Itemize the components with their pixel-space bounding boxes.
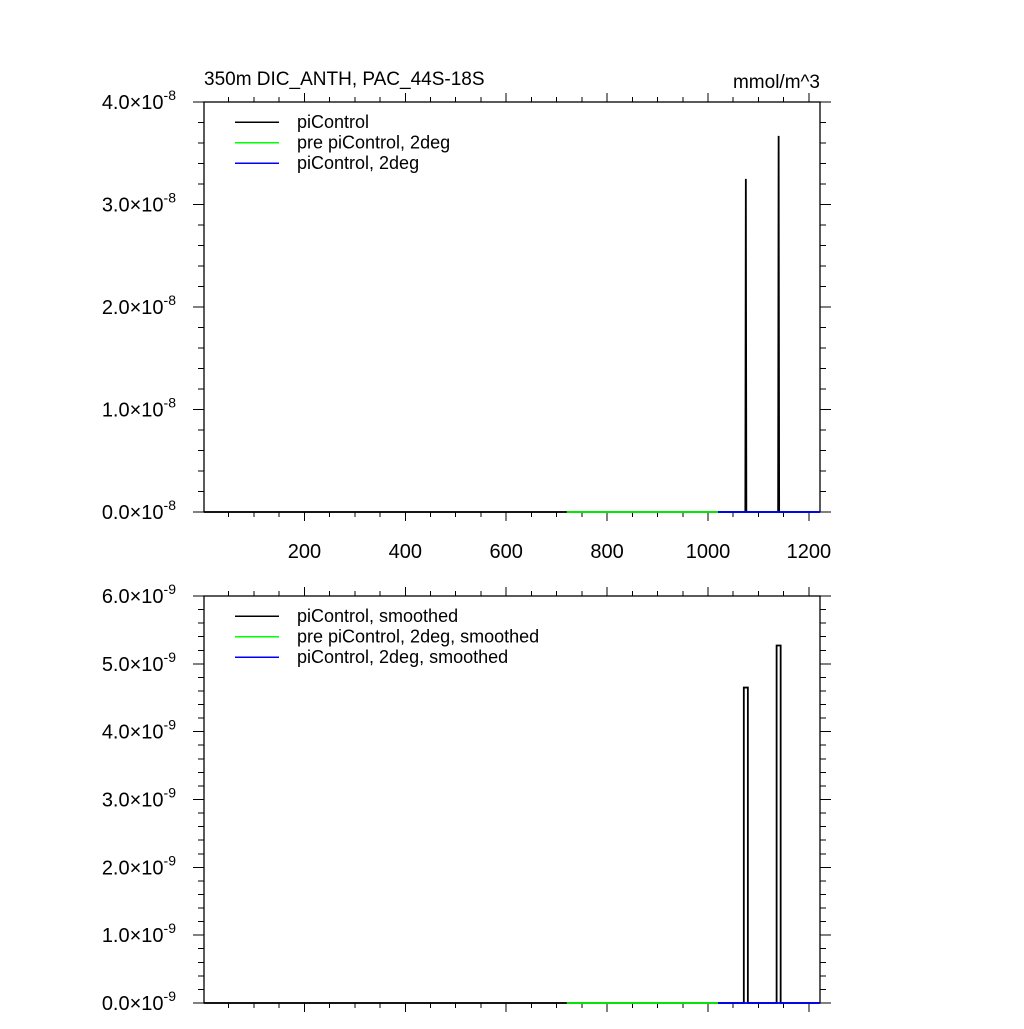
panel1-legend-label: piControl, 2deg: [297, 153, 419, 173]
panel2-legend-label: piControl, 2deg, smoothed: [297, 647, 508, 667]
panel2-legend-label: pre piControl, 2deg, smoothed: [297, 627, 539, 647]
panel1-series-line-picontrol: [204, 135, 820, 513]
panel2-y-tick-label: 3.0×10-9: [102, 785, 176, 812]
panel2-y-tick-label: 5.0×10-9: [102, 649, 176, 676]
panel2-series-line-picontrol-smoothed: [204, 644, 820, 1004]
panel1-y-tick-label: 0.0×10-8: [102, 497, 176, 524]
panel2-y-tick-label: 4.0×10-9: [102, 717, 176, 744]
panel1-y-tick-label: 2.0×10-8: [102, 292, 176, 319]
panel1-x-tick-label: 200: [288, 541, 321, 563]
panel2-y-tick-label: 1.0×10-9: [102, 920, 176, 947]
panel1-x-tick-label: 800: [590, 541, 623, 563]
panel1-y-tick-label: 1.0×10-8: [102, 395, 176, 422]
panel2-y-tick-label: 6.0×10-9: [102, 581, 176, 608]
panel1-x-tick-label: 1000: [686, 541, 731, 563]
panel1-y-tick-label: 3.0×10-8: [102, 190, 176, 217]
panel2-y-tick-label: 0.0×10-9: [102, 988, 176, 1015]
units-label: mmol/m^3: [733, 72, 820, 93]
panel1-legend-label: piControl: [297, 112, 369, 132]
panel1-x-tick-label: 1200: [787, 541, 832, 563]
panel2-legend-label: piControl, smoothed: [297, 606, 458, 626]
chart-title: 350m DIC_ANTH, PAC_44S-18S: [204, 69, 485, 90]
panel1-x-tick-label: 400: [389, 541, 422, 563]
panel2-y-tick-label: 2.0×10-9: [102, 852, 176, 879]
panel1-x-tick-label: 600: [490, 541, 523, 563]
panel1-legend-label: pre piControl, 2deg: [297, 133, 450, 153]
panel1-y-tick-label: 4.0×10-8: [102, 87, 176, 114]
